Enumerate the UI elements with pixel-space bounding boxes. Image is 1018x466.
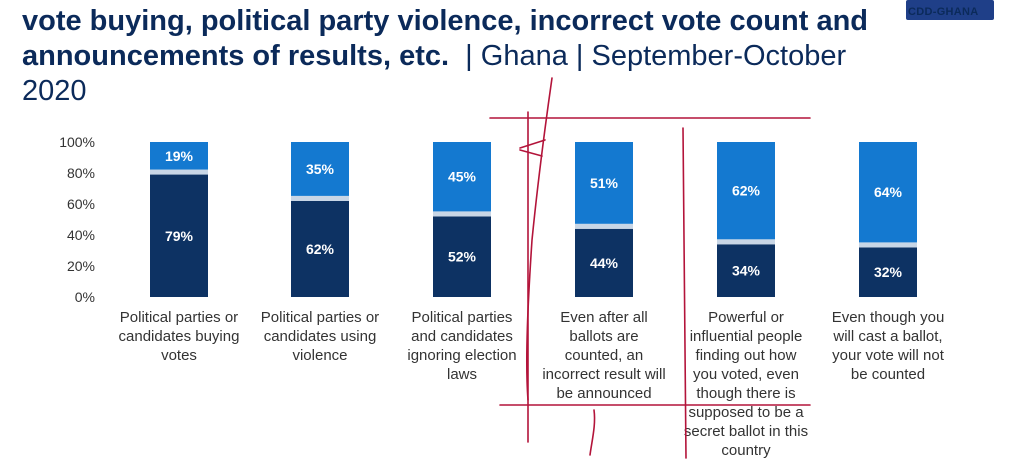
category-label: Powerful or influential people finding out… [684, 309, 808, 459]
bar-segment-top [859, 142, 917, 243]
bar-separator [150, 169, 208, 175]
data-label-top: 64% [874, 184, 903, 200]
bar-segment-top [717, 142, 775, 240]
y-tick-label: 20% [67, 258, 95, 274]
y-tick-label: 0% [75, 289, 95, 305]
bar-segment-top [150, 142, 208, 170]
data-label-top: 35% [306, 161, 335, 177]
bar-separator [859, 242, 917, 248]
y-tick-label: 80% [67, 165, 95, 181]
category-label: Political parties or candidates buying vot… [119, 309, 240, 364]
bar-segment-bottom [433, 216, 491, 297]
data-label-bottom: 79% [165, 228, 194, 244]
y-tick-label: 60% [67, 196, 95, 212]
data-label-bottom: 32% [874, 264, 903, 280]
bar-segment-top [433, 142, 491, 212]
bar-segment-top [575, 142, 633, 224]
y-tick-label: 40% [67, 227, 95, 243]
data-label-top: 45% [448, 169, 477, 185]
title-line-3: 2020 [22, 75, 87, 107]
bar-separator [433, 211, 491, 217]
bar-segment-bottom [859, 247, 917, 297]
data-label-top: 19% [165, 148, 194, 164]
category-label: Even though you will cast a ballot, your v… [832, 309, 945, 383]
data-label-bottom: 34% [732, 263, 761, 279]
title-line-2-rest: | Ghana | September-October [465, 40, 847, 72]
category-label: Political parties and candidates ignoring … [407, 309, 516, 383]
cdd-ghana-logo [906, 0, 994, 20]
bar-separator [575, 223, 633, 229]
category-label: Political parties or candidates using viol… [261, 309, 379, 364]
data-label-bottom: 62% [306, 241, 335, 257]
title-line-1: vote buying, political party violence, i… [22, 5, 868, 37]
title-line-2: announcements of results, etc. [22, 40, 450, 72]
data-label-top: 62% [732, 183, 761, 199]
data-label-top: 51% [590, 175, 619, 191]
bar-separator [717, 239, 775, 245]
category-label: Even after all ballots are counted, an inco… [542, 309, 665, 402]
bar-segment-bottom [575, 228, 633, 297]
data-label-bottom: 44% [590, 255, 619, 271]
bar-segment-bottom [291, 200, 349, 297]
bar-separator [291, 195, 349, 201]
logo-text: CDD-GHANA [908, 6, 979, 18]
bar-segment-top [291, 142, 349, 196]
annotation-line-right [682, 127, 687, 459]
annotation-stroke-1 [525, 77, 553, 401]
annotation-stroke-3 [519, 139, 546, 157]
bar-segment-bottom [717, 244, 775, 297]
data-label-bottom: 52% [448, 249, 477, 265]
chart-title: vote buying, political party violence, i… [22, 4, 882, 109]
annotation-stroke-2 [589, 409, 596, 456]
bar-segment-bottom [150, 174, 208, 297]
y-tick-label: 100% [59, 134, 95, 150]
